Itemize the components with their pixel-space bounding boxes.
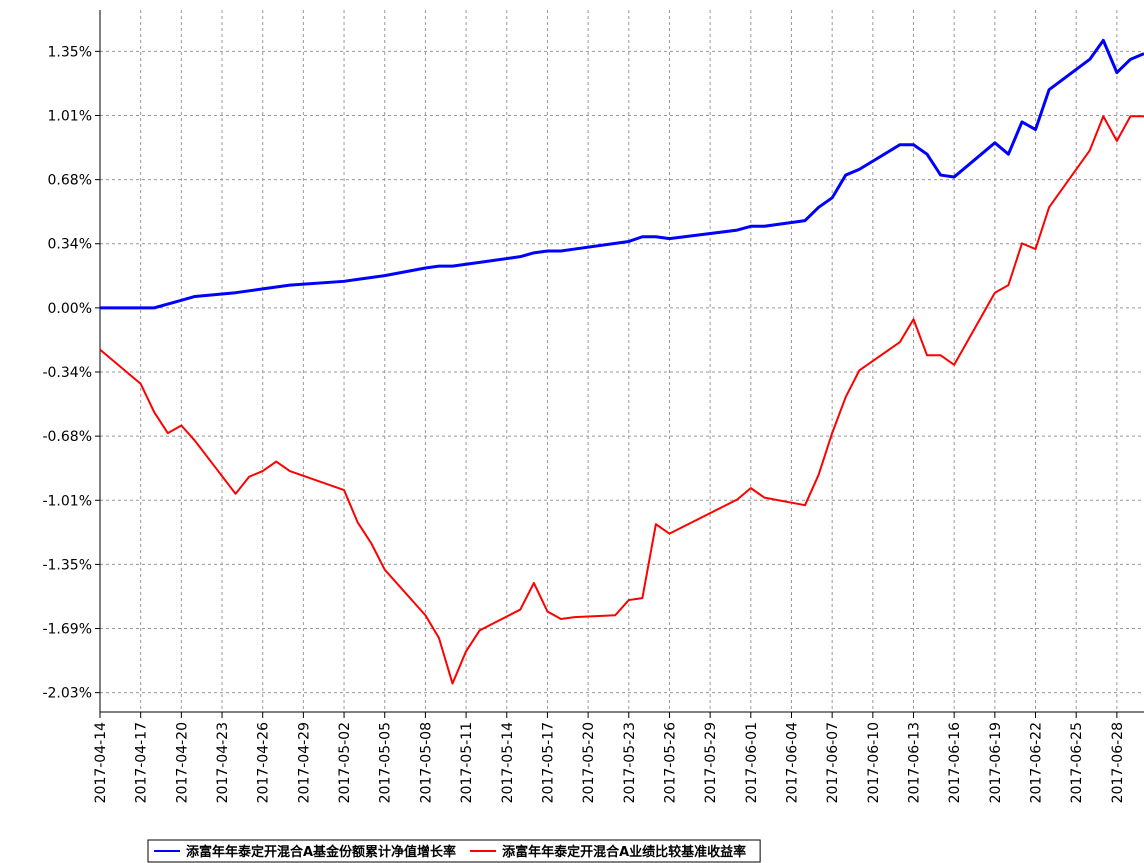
x-tick-label: 2017-04-26 xyxy=(256,722,272,803)
y-tick-label: -1.01% xyxy=(42,493,92,509)
x-tick-label: 2017-04-14 xyxy=(93,722,109,803)
x-tick-label: 2017-06-01 xyxy=(744,722,760,803)
y-tick-label: 1.01% xyxy=(48,108,92,124)
x-tick-label: 2017-06-25 xyxy=(1069,722,1085,803)
legend-label: 添富年年泰定开混合A业绩比较基准收益率 xyxy=(502,844,746,860)
x-tick-label: 2017-05-11 xyxy=(459,722,475,803)
x-tick-label: 2017-04-17 xyxy=(134,722,150,803)
x-tick-label: 2017-05-08 xyxy=(418,722,434,803)
x-tick-label: 2017-05-29 xyxy=(703,722,719,803)
x-tick-label: 2017-06-04 xyxy=(784,722,800,803)
x-tick-label: 2017-06-13 xyxy=(907,722,923,803)
x-tick-label: 2017-04-23 xyxy=(215,722,231,803)
x-tick-label: 2017-05-02 xyxy=(337,722,353,803)
series-line xyxy=(99,115,1144,685)
y-tick-label: -0.34% xyxy=(42,365,92,381)
x-tick-label: 2017-05-17 xyxy=(540,722,556,803)
x-tick-label: 2017-06-22 xyxy=(1029,722,1045,803)
x-tick-label: 2017-05-23 xyxy=(622,722,638,803)
y-tick-label: 0.00% xyxy=(48,301,92,317)
x-tick-label: 2017-06-07 xyxy=(825,722,841,803)
x-tick-label: 2017-06-16 xyxy=(947,722,963,803)
x-tick-label: 2017-04-20 xyxy=(174,722,190,803)
x-tick-label: 2017-06-19 xyxy=(988,722,1004,803)
y-tick-label: -2.03% xyxy=(42,686,92,702)
x-tick-label: 2017-06-10 xyxy=(866,722,882,803)
y-tick-label: -1.35% xyxy=(42,557,92,573)
y-tick-label: 0.34% xyxy=(48,237,92,253)
series-line xyxy=(100,38,1144,310)
y-tick-label: -0.68% xyxy=(42,429,92,445)
y-tick-label: 0.68% xyxy=(48,173,92,189)
x-tick-label: 2017-05-20 xyxy=(581,722,597,803)
legend-box xyxy=(147,839,761,863)
x-tick-label: 2017-06-28 xyxy=(1110,722,1126,803)
y-tick-label: -1.69% xyxy=(42,622,92,638)
legend-label: 添富年年泰定开混合A基金份额累计净值增长率 xyxy=(186,844,456,860)
x-tick-label: 2017-04-29 xyxy=(296,722,312,803)
x-tick-label: 2017-05-26 xyxy=(662,722,678,803)
y-tick-label: 1.35% xyxy=(48,44,92,60)
legend: 添富年年泰定开混合A基金份额累计净值增长率 添富年年泰定开混合A业绩比较基准收益率 xyxy=(147,839,761,863)
x-tick-label: 2017-05-05 xyxy=(378,722,394,803)
x-tick-label: 2017-05-14 xyxy=(500,722,516,803)
